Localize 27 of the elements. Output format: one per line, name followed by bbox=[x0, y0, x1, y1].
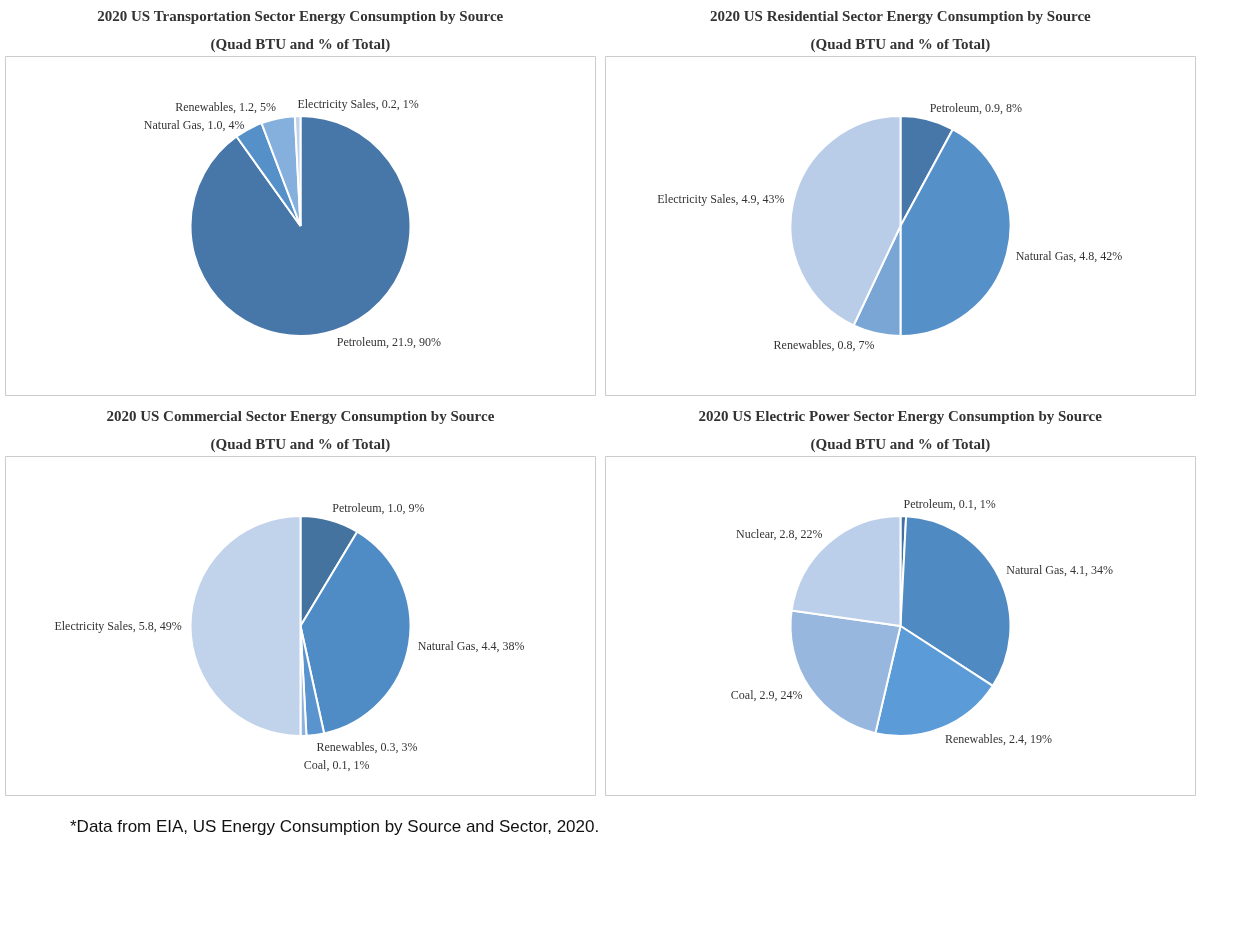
slice-label: Electricity Sales, 5.8, 49% bbox=[54, 619, 182, 633]
chart-subtitle: (Quad BTU and % of Total) bbox=[210, 435, 391, 453]
slice-label: Natural Gas, 4.8, 42% bbox=[1015, 248, 1123, 263]
chart-subtitle: (Quad BTU and % of Total) bbox=[810, 435, 991, 453]
chart-title: 2020 US Electric Power Sector Energy Consumption by Source bbox=[698, 407, 1103, 424]
slice-label: Natural Gas, 4.4, 38% bbox=[417, 638, 525, 653]
slice-label: Renewables, 0.3, 3% bbox=[316, 739, 418, 754]
slice-label: Electricity Sales, 4.9, 43% bbox=[657, 192, 785, 207]
slice-label: Petroleum, 0.1, 1% bbox=[903, 497, 996, 511]
slice-label: Renewables, 2.4, 19% bbox=[944, 732, 1052, 747]
slice-label: Electricity Sales, 0.2, 1% bbox=[297, 97, 419, 111]
slice-label: Petroleum, 1.0, 9% bbox=[332, 501, 425, 516]
chart-title: 2020 US Transportation Sector Energy Consumption by Source bbox=[97, 7, 504, 24]
slice-label: Petroleum, 21.9, 90% bbox=[336, 335, 442, 350]
chart-subtitle: (Quad BTU and % of Total) bbox=[210, 35, 391, 53]
slice-label: Nuclear, 2.8, 22% bbox=[736, 526, 823, 541]
text: *Data from EIA, US Energy Consumption by Source and Sector, 2020. bbox=[70, 816, 600, 838]
slice-label: Coal, 2.9, 24% bbox=[730, 687, 803, 702]
slice-label: Coal, 0.1, 1% bbox=[303, 758, 370, 772]
slice-label: Renewables, 1.2, 5% bbox=[175, 99, 277, 114]
slice-label: Natural Gas, 1.0, 4% bbox=[143, 117, 245, 132]
slice-label: Petroleum, 0.9, 8% bbox=[929, 100, 1022, 115]
chart-title: 2020 US Commercial Sector Energy Consumption by Source bbox=[106, 407, 495, 424]
slice-label: Natural Gas, 4.1, 34% bbox=[1006, 563, 1113, 578]
chart-title: 2020 US Residential Sector Energy Consumption by Source bbox=[710, 7, 1092, 24]
slice-label: Renewables, 0.8, 7% bbox=[773, 338, 875, 353]
chart-subtitle: (Quad BTU and % of Total) bbox=[810, 35, 991, 53]
